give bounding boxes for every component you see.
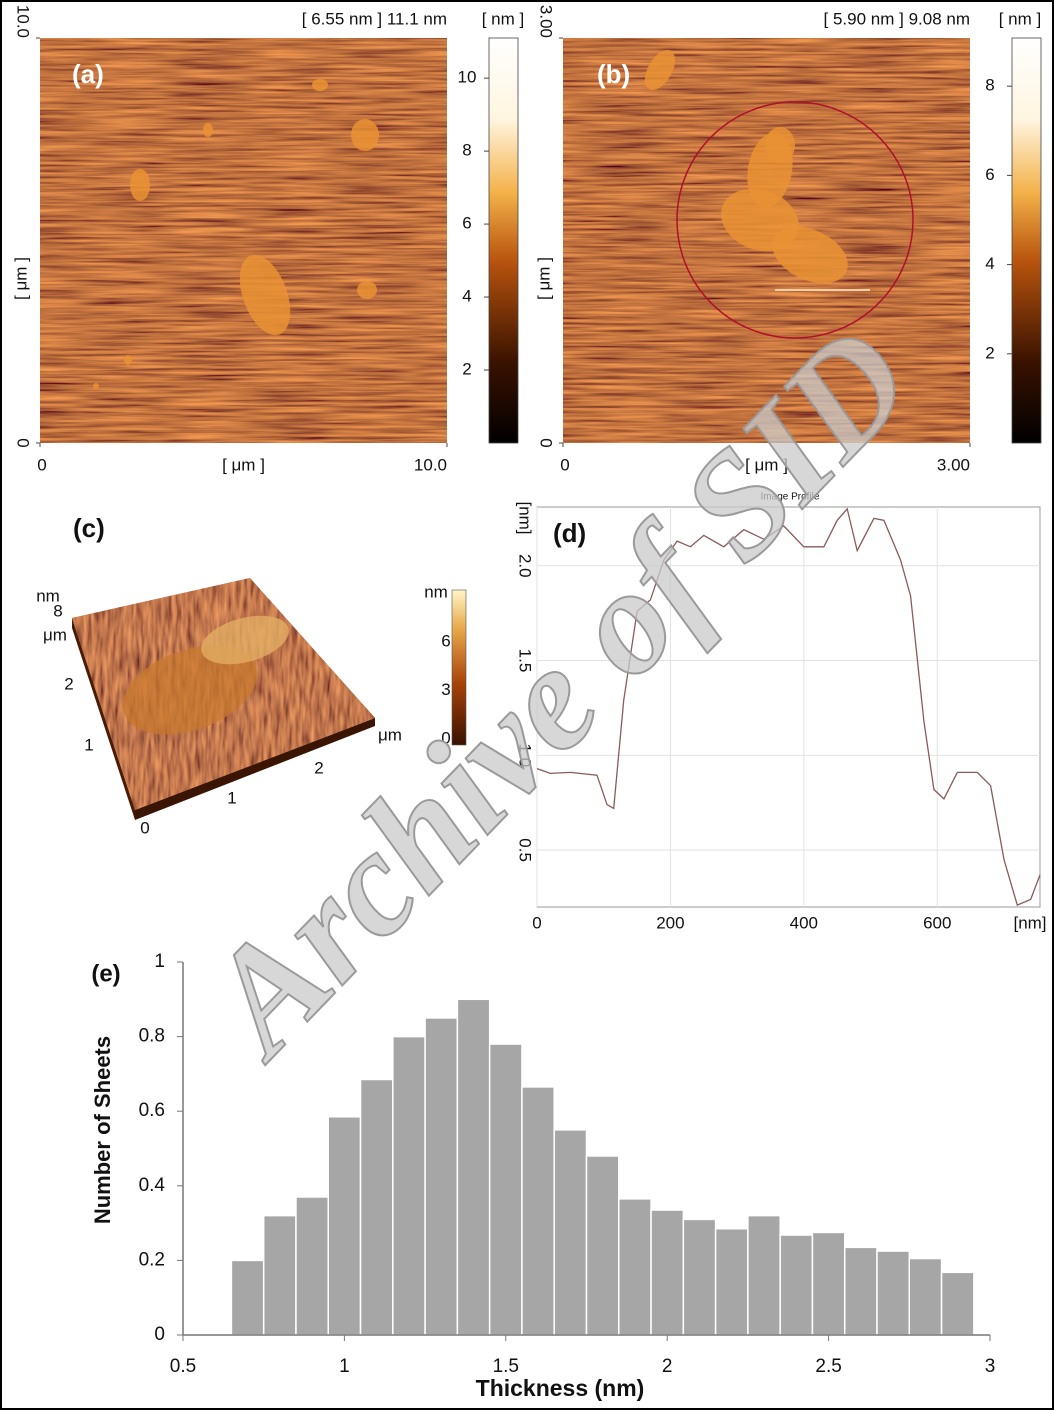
- colorbar-tick-label: 6: [985, 165, 994, 184]
- bar: [554, 1130, 586, 1335]
- colorbar: [1012, 38, 1041, 443]
- y-axis-label: [ μm ]: [534, 257, 553, 300]
- y-tick-label: 0: [537, 438, 556, 447]
- colorbar-tick-label: 6: [441, 632, 450, 651]
- colorbar-tick-label: 8: [462, 141, 471, 160]
- flake: [357, 281, 377, 299]
- flake: [203, 123, 213, 137]
- bar: [748, 1216, 780, 1335]
- x-tick-label: 0: [560, 455, 569, 474]
- bar: [296, 1197, 328, 1335]
- y-tick-label: 3.00: [537, 5, 556, 38]
- panel-label: (d): [553, 518, 586, 548]
- bar: [361, 1079, 393, 1335]
- colorbar-tick-label: 6: [462, 214, 471, 233]
- y-tick-label: 1: [154, 951, 165, 972]
- x-tick-label: 1: [339, 1356, 350, 1377]
- colorbar-tick-label: 4: [985, 254, 994, 273]
- colorbar-tick-label: 2: [985, 343, 994, 362]
- image-header: [ 5.90 nm ] 9.08 nm: [824, 9, 970, 28]
- x-axis-label: Thickness (nm): [476, 1375, 645, 1401]
- y-tick-label: 0: [14, 438, 33, 447]
- x-tick-label: 0.5: [170, 1356, 196, 1377]
- y-tick-label: 0.6: [139, 1100, 165, 1121]
- colorbar-tick-label: 10: [458, 68, 477, 87]
- bar: [651, 1210, 683, 1335]
- bar: [587, 1156, 619, 1335]
- y-tick-label: 0: [154, 1324, 165, 1345]
- y-axis-label: [nm]: [516, 501, 535, 534]
- x-tick-label: 600: [923, 913, 951, 932]
- x-tick-label: 2: [662, 1356, 673, 1377]
- x-axis-label: [ μm ]: [222, 455, 265, 474]
- colorbar-tick-label: 2: [462, 360, 471, 379]
- colorbar: [489, 38, 518, 443]
- x-tick-label: 1.5: [493, 1356, 519, 1377]
- y-tick-label: 0.4: [139, 1175, 166, 1196]
- flake: [312, 79, 328, 91]
- y-tick-label: 2: [64, 674, 73, 693]
- bar: [393, 1037, 425, 1335]
- x-tick-label: 10.0: [414, 455, 447, 474]
- flake: [765, 127, 795, 163]
- bar: [619, 1199, 651, 1335]
- bar: [425, 1018, 457, 1335]
- y-axis-label: Number of Sheets: [90, 1036, 115, 1224]
- bar: [845, 1247, 877, 1335]
- panel-label: (b): [597, 59, 630, 89]
- x-axis-label: [nm]: [1013, 913, 1046, 932]
- y-axis-label: μm: [43, 625, 67, 644]
- afm-texture: [40, 38, 447, 443]
- bar: [490, 1044, 522, 1335]
- x-tick-label: 2.5: [815, 1356, 841, 1377]
- x-tick-label: 0: [140, 818, 149, 837]
- y-tick-label: 2.0: [516, 554, 535, 578]
- x-tick-label: 0: [37, 455, 46, 474]
- bar: [683, 1219, 715, 1335]
- figure: (a)[ 6.55 nm ] 11.1 nm[ nm ]246810010.00…: [0, 0, 1054, 1410]
- x-tick-label: 2: [314, 758, 323, 777]
- bar: [716, 1229, 748, 1335]
- y-tick-label: 0.2: [139, 1249, 165, 1270]
- panel-label: (c): [73, 513, 105, 543]
- y-tick-label: 0.8: [139, 1026, 165, 1047]
- x-tick-label: 0: [532, 913, 541, 932]
- bar: [942, 1272, 974, 1335]
- flake: [351, 119, 379, 151]
- z-tick-label: 8: [53, 601, 62, 620]
- x-tick-label: 400: [790, 913, 818, 932]
- flake: [124, 355, 132, 365]
- bar: [812, 1232, 844, 1335]
- panel-label: (a): [72, 59, 104, 89]
- x-tick-label: 3: [985, 1356, 996, 1377]
- bar: [328, 1117, 360, 1335]
- flake: [93, 383, 99, 389]
- y-axis-label: [ μm ]: [11, 257, 30, 300]
- flake: [130, 169, 150, 201]
- panel-label: (e): [91, 960, 120, 987]
- x-tick-label: 3.00: [937, 455, 970, 474]
- bar: [909, 1259, 941, 1335]
- colorbar-tick-label: 4: [462, 287, 471, 306]
- colorbar-label: nm: [424, 582, 448, 601]
- bar: [264, 1216, 296, 1335]
- bar: [231, 1260, 263, 1335]
- y-tick-label: 1: [84, 735, 93, 754]
- colorbar-label: [ nm ]: [482, 9, 525, 28]
- colorbar-tick-label: 8: [985, 76, 994, 95]
- bar: [457, 999, 489, 1335]
- x-tick-label: 200: [656, 913, 684, 932]
- bar: [522, 1087, 554, 1335]
- x-tick-label: 1: [227, 788, 236, 807]
- bar: [877, 1251, 909, 1335]
- bar: [780, 1235, 812, 1335]
- image-header: [ 6.55 nm ] 11.1 nm: [302, 9, 447, 28]
- y-tick-label: 10.0: [14, 5, 33, 38]
- colorbar-label: [ nm ]: [999, 9, 1042, 28]
